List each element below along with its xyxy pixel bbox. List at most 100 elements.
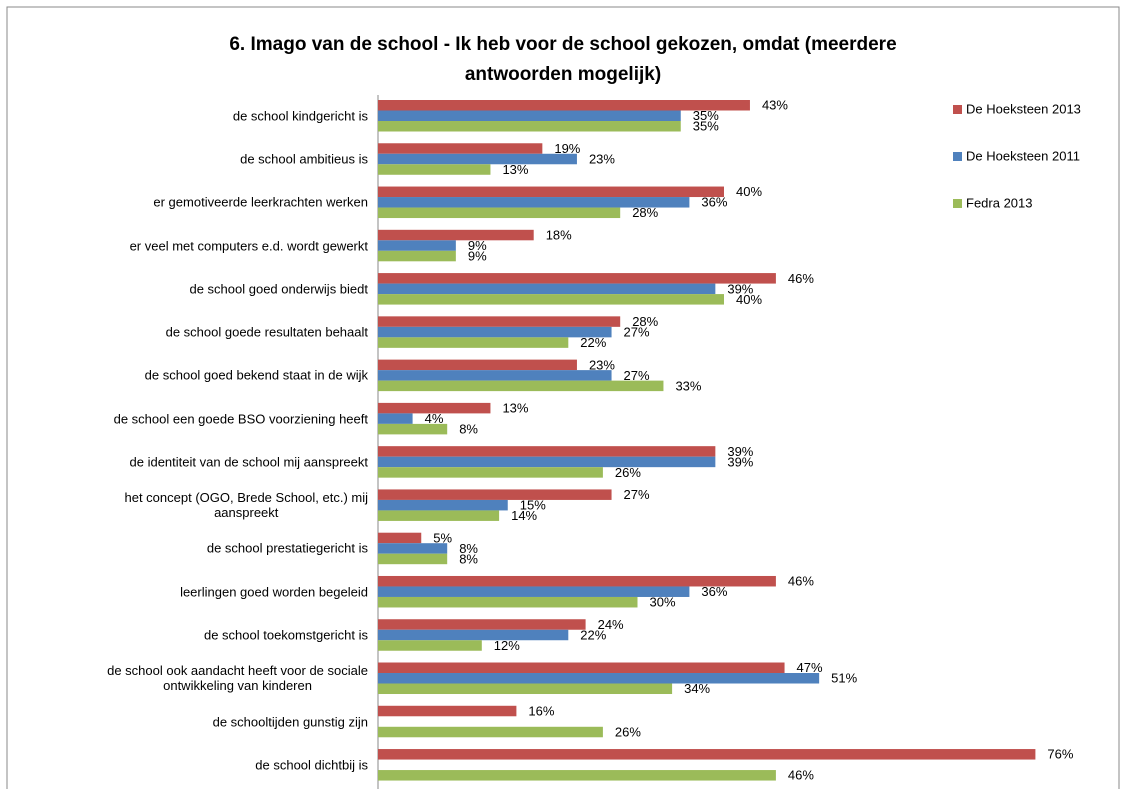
bar [378, 705, 517, 717]
value-label: 36% [701, 584, 727, 599]
legend-label: Fedra 2013 [966, 195, 1033, 210]
value-label: 15% [520, 498, 546, 513]
value-label: 4% [425, 411, 444, 426]
value-label: 33% [675, 378, 701, 393]
category-label: de school dichtbij is [255, 757, 368, 773]
category-label: de identiteit van de school mij aanspree… [129, 454, 368, 470]
value-label: 8% [459, 551, 478, 566]
legend-swatch [953, 152, 962, 161]
bar [378, 143, 543, 154]
bar [378, 456, 716, 468]
bar [378, 316, 621, 327]
bar [378, 413, 413, 424]
value-label: 8% [459, 541, 478, 556]
bar [378, 543, 448, 554]
bar [378, 164, 491, 175]
value-label: 35% [693, 119, 719, 134]
value-label: 27% [624, 325, 650, 340]
bar [378, 619, 586, 630]
category-label: de school ambitieus is [240, 151, 368, 167]
category-label: de school goed bekend staat in de wijk [144, 367, 368, 383]
value-label: 26% [615, 724, 641, 739]
category-label: de school kindgericht is [232, 108, 368, 124]
category-label: de schooltijden gunstig zijn [212, 714, 368, 730]
bar [378, 586, 690, 597]
value-label: 30% [650, 595, 676, 610]
value-label: 23% [589, 151, 615, 166]
value-label: 39% [727, 454, 753, 469]
bar [378, 489, 612, 500]
value-label: 18% [546, 227, 572, 242]
bar [378, 596, 638, 608]
value-label: 46% [788, 271, 814, 286]
bar [378, 629, 569, 641]
bar [378, 294, 724, 305]
bar [378, 423, 448, 435]
legend-label: De Hoeksteen 2011 [966, 148, 1080, 163]
bar [378, 100, 750, 111]
bar [378, 510, 500, 521]
value-label: 16% [528, 703, 554, 718]
bar [378, 662, 785, 674]
value-label: 23% [589, 357, 615, 372]
value-label: 9% [468, 248, 487, 263]
value-label: 35% [693, 108, 719, 123]
bar [378, 207, 621, 219]
value-label: 39% [727, 444, 753, 459]
value-label: 5% [433, 530, 452, 545]
bar [378, 121, 681, 132]
bar [378, 683, 673, 695]
value-label: 12% [494, 638, 520, 653]
bar [378, 380, 664, 392]
category-label: het concept (OGO, Brede School, etc.) mi… [124, 490, 369, 521]
category-label: de school goede resultaten behaalt [165, 324, 368, 340]
bar [378, 250, 456, 262]
category-label: er gemotiveerde leerkrachten werken [153, 194, 368, 210]
value-label: 40% [736, 184, 762, 199]
chart-title: 6. Imago van de school - Ik heb voor de … [229, 34, 897, 85]
value-label: 8% [459, 422, 478, 437]
bar [378, 273, 776, 284]
value-label: 19% [554, 141, 580, 156]
value-label: 28% [632, 205, 658, 220]
bar [378, 499, 508, 511]
bar [378, 640, 482, 651]
category-label: de school prestatiegericht is [206, 540, 368, 556]
category-label: de school goed onderwijs biedt [189, 281, 368, 297]
value-label: 27% [624, 368, 650, 383]
category-label: leerlingen goed worden begeleid [180, 584, 368, 600]
category-label: de school een goede BSO voorziening heef… [113, 411, 368, 427]
value-label: 22% [580, 627, 606, 642]
bar [378, 749, 1036, 760]
value-label: 13% [502, 401, 528, 416]
value-label: 76% [1047, 747, 1073, 762]
chart-border [6, 6, 1120, 789]
value-label: 51% [831, 671, 857, 686]
value-label: 28% [632, 314, 658, 329]
bar [378, 110, 681, 121]
value-label: 27% [624, 487, 650, 502]
value-label: 46% [788, 574, 814, 589]
category-label: de school toekomstgericht is [203, 627, 368, 643]
bar [378, 153, 577, 165]
bar [378, 673, 820, 684]
value-label: 39% [727, 281, 753, 296]
value-label: 13% [502, 162, 528, 177]
bar [378, 359, 577, 371]
category-label: de school ook aandacht heeft voor de soc… [107, 663, 368, 694]
bar [378, 370, 612, 381]
bar [378, 283, 716, 295]
value-label: 9% [468, 238, 487, 253]
bar [378, 532, 422, 544]
bar [378, 326, 612, 338]
category-label: er veel met computers e.d. wordt gewerkt [129, 238, 368, 254]
bar [378, 229, 534, 241]
bar [378, 467, 603, 478]
bar [378, 402, 491, 414]
bar [378, 197, 690, 208]
bar [378, 575, 776, 587]
value-label: 22% [580, 335, 606, 350]
value-label: 47% [797, 660, 823, 675]
bar [378, 553, 448, 565]
